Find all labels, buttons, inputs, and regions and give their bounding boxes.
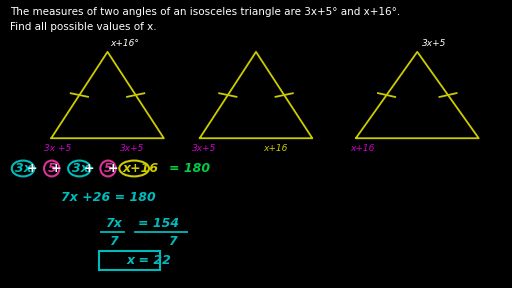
Text: 7x +26 = 180: 7x +26 = 180 xyxy=(61,191,156,204)
Text: = 180: = 180 xyxy=(169,162,210,175)
Text: 3x +5: 3x +5 xyxy=(44,144,71,153)
Text: 5: 5 xyxy=(104,162,113,175)
Text: 3x: 3x xyxy=(15,162,32,175)
Text: 3x+5: 3x+5 xyxy=(120,144,145,153)
Text: 7: 7 xyxy=(109,234,117,248)
Text: x+16: x+16 xyxy=(264,144,288,153)
Text: 7: 7 xyxy=(168,234,177,248)
Text: x+16: x+16 xyxy=(123,162,159,175)
Text: Find all possible values of x.: Find all possible values of x. xyxy=(10,22,157,32)
Text: x+16°: x+16° xyxy=(110,39,139,48)
Text: x = 22: x = 22 xyxy=(126,254,172,267)
Text: +: + xyxy=(83,162,94,175)
Text: +: + xyxy=(51,162,61,175)
Text: The measures of two angles of an isosceles triangle are 3x+5° and x+16°.: The measures of two angles of an isoscel… xyxy=(10,7,400,17)
Text: +: + xyxy=(108,162,118,175)
Text: 7x: 7x xyxy=(105,217,122,230)
Text: 3x+5: 3x+5 xyxy=(422,39,447,48)
Text: = 154: = 154 xyxy=(138,217,179,230)
Text: 3x+5: 3x+5 xyxy=(192,144,217,153)
Text: +: + xyxy=(27,162,37,175)
Text: x+16: x+16 xyxy=(351,144,375,153)
Text: 3x: 3x xyxy=(72,162,89,175)
Text: 5: 5 xyxy=(48,162,56,175)
